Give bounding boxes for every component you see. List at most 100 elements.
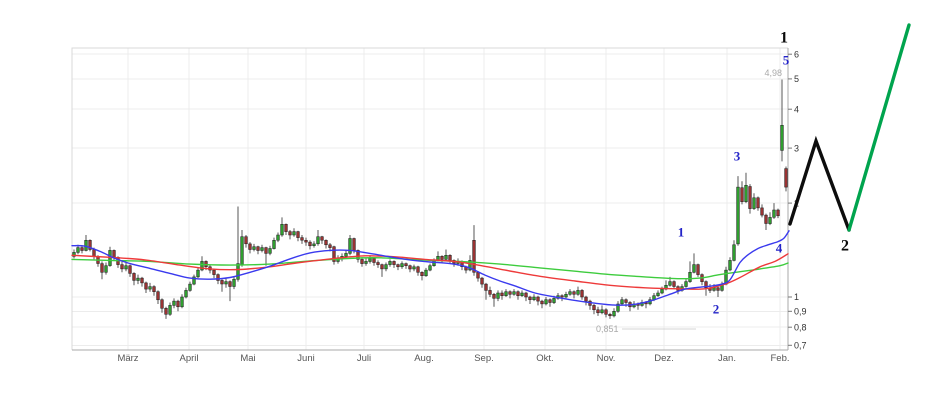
candle-down <box>112 250 116 258</box>
candle-down <box>380 264 384 270</box>
candle-up <box>252 246 256 250</box>
x-axis-label: Juli <box>357 353 371 364</box>
candle-down <box>140 277 144 284</box>
candle-up <box>236 263 240 280</box>
plot-border <box>71 47 788 350</box>
candle-down <box>332 246 336 262</box>
wave-label-black: 2 <box>841 238 849 255</box>
candle-down <box>536 296 540 302</box>
candle-down <box>492 294 496 299</box>
candle-down <box>476 272 480 279</box>
candle-up <box>272 240 276 249</box>
candle-up <box>364 261 368 264</box>
candle-down <box>164 308 168 315</box>
candle-up <box>104 265 108 273</box>
candle-up <box>384 264 388 270</box>
candle-down <box>696 264 700 275</box>
candle-down <box>440 256 444 260</box>
x-axis-label: Sep. <box>474 353 494 364</box>
candle-up <box>412 266 416 270</box>
y-axis-label: 4 <box>794 104 799 114</box>
candle-down <box>596 309 600 314</box>
candle-up <box>224 281 228 285</box>
candle-down <box>220 280 224 285</box>
candle-up <box>344 253 348 257</box>
candle-up <box>368 258 372 262</box>
candle-up <box>660 288 664 294</box>
candle-down <box>548 299 552 303</box>
candle-down <box>288 231 292 236</box>
candle-down <box>416 266 420 273</box>
x-axis-label: März <box>117 353 138 364</box>
candle-up <box>180 296 184 308</box>
candle-down <box>144 282 148 290</box>
candle-up <box>612 311 616 317</box>
candle-down <box>740 187 744 202</box>
candle-down <box>100 263 104 273</box>
candle-down <box>404 263 408 266</box>
candle-down <box>320 236 324 241</box>
candle-up <box>736 186 740 245</box>
correction-zigzag-black <box>788 135 851 232</box>
candle-down <box>132 273 136 281</box>
y-axis-label: 0,7 <box>794 341 807 351</box>
candle-down <box>176 300 180 308</box>
candle-up <box>728 260 732 271</box>
x-axis-label: Mai <box>240 353 255 364</box>
candle-up <box>424 269 428 277</box>
candle-down <box>420 272 424 276</box>
high-price-label: 4,98 <box>764 68 782 78</box>
candle-down <box>672 281 676 287</box>
wave-label-blue: 1 <box>678 225 685 240</box>
ma-long-green-line <box>71 257 789 280</box>
candle-up <box>184 290 188 298</box>
candle-up <box>192 276 196 285</box>
candle-down <box>604 309 608 315</box>
candle-down <box>256 246 260 251</box>
candle-up <box>620 299 624 305</box>
candle-up <box>600 309 604 314</box>
candle-down <box>304 240 308 243</box>
candle-down <box>300 237 304 241</box>
wave-label-blue: 3 <box>734 149 741 164</box>
candle-down <box>572 291 576 295</box>
candle-down <box>500 292 504 296</box>
candle-up <box>752 197 756 209</box>
candle-up <box>532 296 536 300</box>
candle-down <box>88 240 92 250</box>
candle-up <box>656 292 660 296</box>
candle-down <box>608 314 612 317</box>
candle-down <box>764 214 768 224</box>
projection-up-green <box>847 23 911 232</box>
gridlines <box>72 48 788 350</box>
candle-down <box>776 209 780 217</box>
candle-down <box>396 264 400 268</box>
candle-up <box>240 236 244 265</box>
y-axis-label: 0,9 <box>794 306 807 316</box>
candle-up <box>668 281 672 286</box>
candle-up <box>280 224 284 236</box>
candle-down <box>360 259 364 264</box>
y-axis-label: 3 <box>794 143 799 153</box>
candle-down <box>480 277 484 285</box>
y-axis-label: 1 <box>794 292 799 302</box>
candle-up <box>196 269 200 278</box>
candle-up <box>292 231 296 236</box>
candle-up <box>576 290 580 295</box>
wave-label-blue: 2 <box>713 302 720 317</box>
candle-down <box>128 265 132 274</box>
ma-mid-red-line <box>71 253 789 290</box>
candle-down <box>324 240 328 246</box>
candle-up <box>200 261 204 271</box>
candle-down <box>716 287 720 291</box>
candle-down <box>408 265 412 270</box>
candle-up <box>444 255 448 260</box>
candle-up <box>124 265 128 270</box>
wave-label-blue: 5 <box>783 53 790 68</box>
candle-down <box>624 299 628 303</box>
candle-up <box>712 287 716 291</box>
candle-down <box>120 264 124 270</box>
candle-down <box>228 281 232 287</box>
